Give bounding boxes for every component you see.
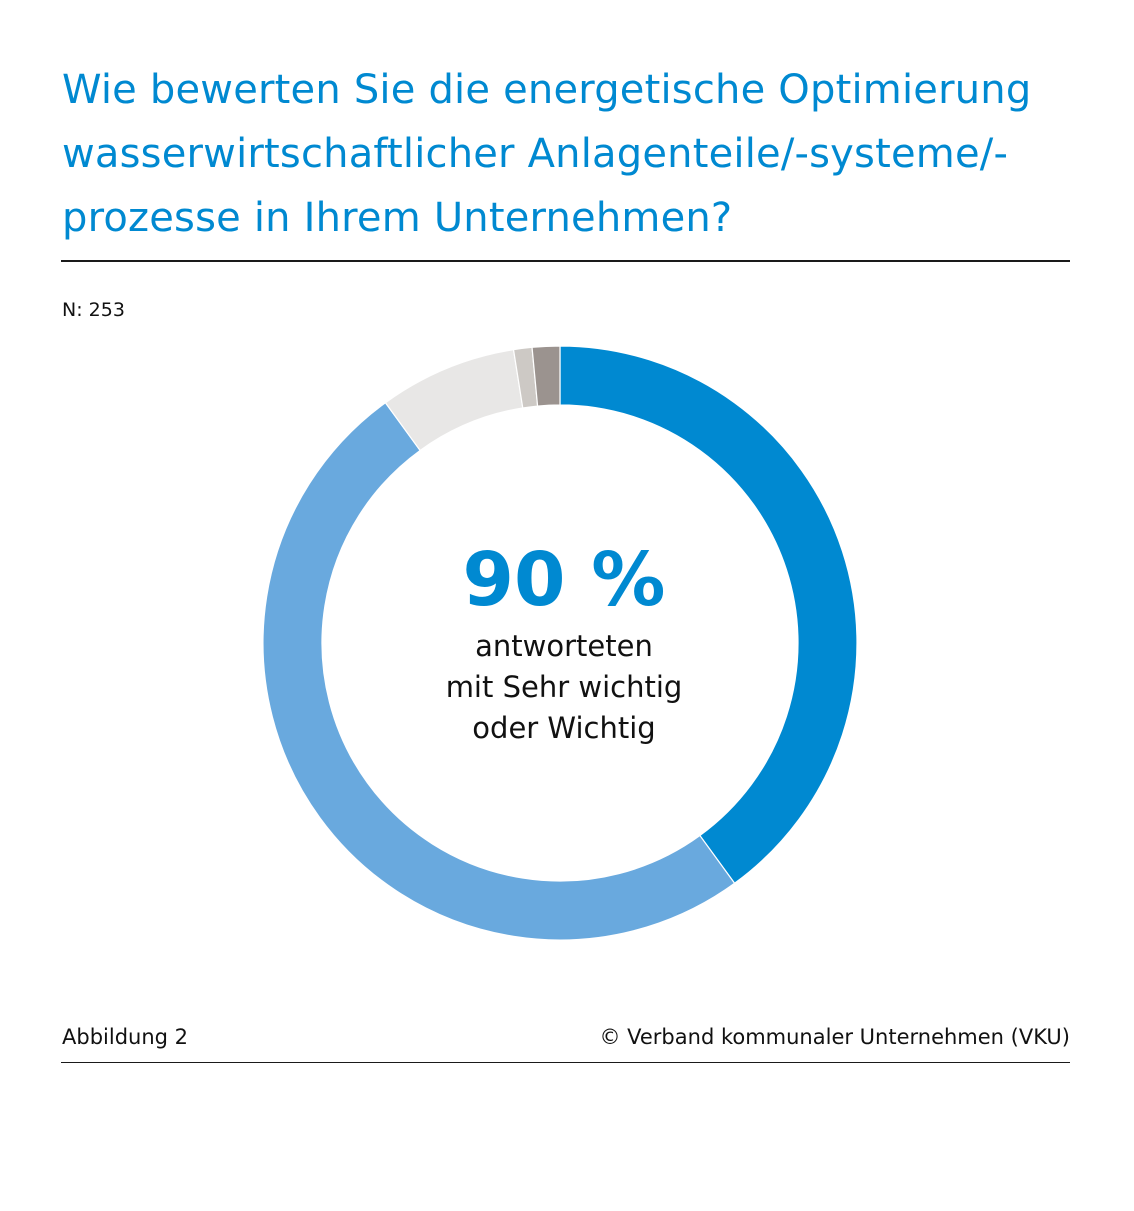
center-caption-line-2: mit Sehr wichtig: [445, 670, 683, 704]
title-divider: [61, 260, 1070, 262]
figure-label: Abbildung 2: [62, 1025, 189, 1049]
chart-title: Wie bewerten Sie die energetische Optimi…: [62, 67, 1032, 241]
center-percentage: 90 %: [462, 537, 666, 623]
footer-divider: [61, 1062, 1070, 1063]
donut-slice-5: [531, 345, 561, 407]
sample-size-label: N: 253: [62, 299, 125, 321]
copyright-notice: © Verband kommunaler Unternehmen (VKU): [599, 1025, 1070, 1049]
center-caption-line-3: oder Wichtig: [472, 711, 656, 745]
center-caption: antworteten mit Sehr wichtig oder Wichti…: [364, 626, 764, 749]
donut-slice-1: [559, 345, 858, 885]
donut-slice-2: [262, 401, 736, 941]
center-caption-line-1: antworteten: [475, 629, 653, 663]
